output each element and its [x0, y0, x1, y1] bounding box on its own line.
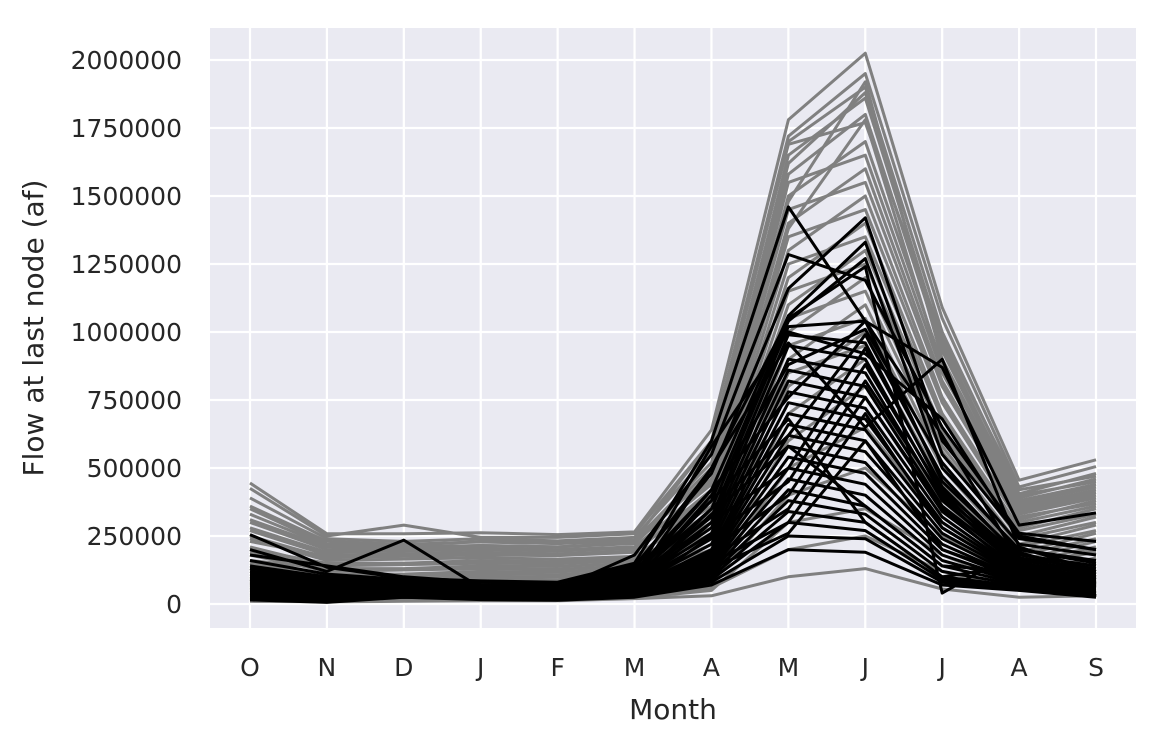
y-axis-label: Flow at last node (af) [17, 180, 50, 477]
x-tick-label: M [778, 653, 800, 682]
x-axis-label: Month [629, 693, 717, 726]
series-line [249, 417, 1097, 599]
y-tick-label: 0 [166, 590, 182, 619]
y-tick-label: 500000 [87, 454, 182, 483]
x-tick-label: O [240, 653, 260, 682]
series-line [249, 439, 1097, 602]
x-tick-label: J [936, 653, 945, 682]
y-tick-label: 1750000 [71, 114, 182, 143]
x-tick-label: D [394, 653, 413, 682]
x-tick-label: N [318, 653, 337, 682]
y-tick-labels: 0 250000 500000 750000 1000000 1250000 1500000… [71, 46, 182, 619]
y-tick-label: 1500000 [71, 182, 182, 211]
series-line [249, 72, 1097, 539]
x-tick-label: J [475, 653, 484, 682]
series-line [249, 85, 1097, 543]
series-line [249, 253, 1097, 591]
x-tick-label: A [1011, 653, 1028, 682]
series-line [249, 265, 1097, 595]
y-tick-label: 250000 [87, 522, 182, 551]
x-tick-label: A [703, 653, 720, 682]
x-tick-label: S [1088, 653, 1104, 682]
black-series-group [249, 205, 1097, 604]
x-tick-label: J [860, 653, 869, 682]
series-line [249, 51, 1097, 537]
series-line [249, 319, 1097, 598]
y-tick-label: 2000000 [71, 46, 182, 75]
series-line [249, 363, 1097, 598]
series-line [249, 80, 1097, 558]
y-tick-label: 1250000 [71, 250, 182, 279]
x-tick-label: F [550, 653, 564, 682]
y-tick-label: 750000 [87, 386, 182, 415]
series-line [249, 444, 1097, 595]
series-lines [249, 51, 1097, 604]
y-tick-label: 1000000 [71, 318, 182, 347]
x-tick-label: M [624, 653, 646, 682]
